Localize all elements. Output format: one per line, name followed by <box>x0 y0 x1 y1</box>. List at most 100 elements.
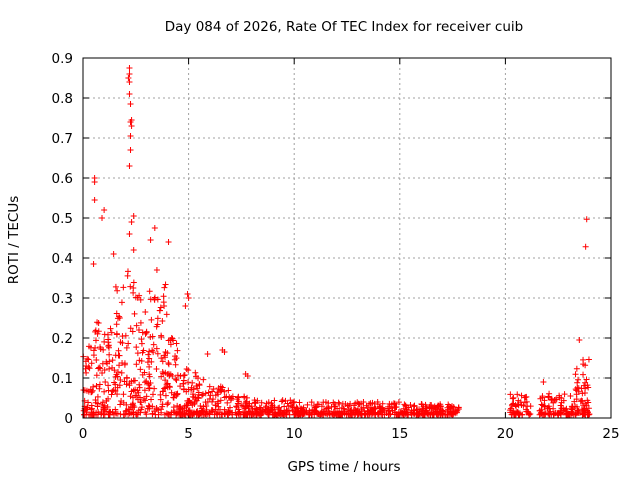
roti-point <box>400 405 407 412</box>
roti-point <box>163 311 170 318</box>
roti-point <box>586 411 593 418</box>
roti-point <box>127 119 134 125</box>
roti-point <box>153 267 160 273</box>
roti-point <box>395 399 402 406</box>
roti-point <box>173 355 180 362</box>
roti-point <box>173 340 180 347</box>
roti-point <box>126 65 133 71</box>
roti-point <box>573 391 580 398</box>
y-tick-label: 0.2 <box>52 331 73 347</box>
roti-point <box>158 332 165 339</box>
roti-point <box>85 356 92 363</box>
roti-point <box>158 373 165 380</box>
roti-point <box>133 344 140 351</box>
roti-point <box>151 385 158 392</box>
roti-point <box>200 376 207 383</box>
roti-point <box>160 388 167 395</box>
roti-point <box>541 403 548 410</box>
roti-point <box>115 347 122 354</box>
roti-point <box>127 147 134 153</box>
roti-point <box>315 401 322 408</box>
roti-point <box>99 215 106 221</box>
roti-point <box>112 387 119 394</box>
roti-point <box>253 406 260 413</box>
roti-point <box>95 328 102 335</box>
roti-point <box>112 406 119 413</box>
roti-point <box>94 319 101 326</box>
roti-point <box>306 411 313 418</box>
roti-point <box>137 296 144 303</box>
roti-point <box>154 350 161 357</box>
roti-point <box>125 340 132 347</box>
roti-point <box>105 339 112 346</box>
roti-point <box>585 384 592 391</box>
y-tick-label: 0.3 <box>52 291 73 307</box>
roti-point <box>97 365 104 372</box>
roti-point <box>199 391 206 398</box>
roti-point <box>123 401 130 408</box>
roti-point <box>88 405 95 412</box>
roti-point <box>100 346 107 353</box>
roti-point <box>174 347 181 354</box>
roti-point <box>279 397 286 404</box>
roti-point <box>290 399 297 406</box>
roti-point <box>159 403 166 410</box>
roti-point <box>282 397 289 404</box>
roti-point <box>548 396 555 403</box>
roti-point <box>207 392 214 399</box>
roti-point <box>132 294 139 301</box>
y-axis-title: ROTI / TECUs <box>6 196 22 284</box>
roti-point <box>113 371 120 378</box>
roti-point <box>166 383 173 390</box>
roti-point <box>258 399 265 406</box>
roti-point <box>573 403 580 410</box>
roti-point <box>117 376 124 383</box>
roti-point <box>215 391 222 398</box>
roti-point <box>296 399 303 406</box>
roti-point <box>154 321 161 328</box>
roti-point <box>120 284 127 291</box>
roti-point <box>105 382 112 389</box>
roti-point <box>557 409 564 416</box>
roti-point <box>583 216 590 223</box>
roti-point <box>233 404 240 411</box>
roti-point <box>578 397 585 404</box>
axis-ticks: 0 5 10 15 20 25 0 0.1 0.2 0.3 0.4 0.5 0.6 0.7 0.8 0.9 <box>52 51 620 442</box>
roti-point <box>336 400 343 407</box>
roti-point <box>159 369 166 376</box>
roti-point <box>234 396 241 403</box>
roti-point <box>512 402 519 409</box>
roti-point <box>442 411 449 418</box>
roti-point <box>392 404 399 411</box>
roti-point <box>105 395 112 402</box>
y-tick-label: 0.8 <box>52 91 73 107</box>
roti-point <box>293 404 300 411</box>
roti-point <box>170 394 177 401</box>
roti-point <box>147 237 154 243</box>
roti-point <box>291 398 298 405</box>
roti-point <box>551 397 558 404</box>
roti-point <box>133 411 140 418</box>
roti-point <box>221 410 228 417</box>
roti-point <box>153 366 160 373</box>
roti-point <box>142 308 149 315</box>
roti-point <box>580 382 587 389</box>
roti-point <box>291 411 298 418</box>
roti-point <box>174 390 181 397</box>
roti-point <box>126 71 133 77</box>
roti-point <box>545 410 552 417</box>
roti-point <box>126 380 133 387</box>
roti-point <box>92 399 99 406</box>
roti-point <box>510 394 517 401</box>
roti-point <box>202 399 209 406</box>
roti-point <box>101 331 108 338</box>
x-tick-label: 5 <box>184 426 193 442</box>
roti-point <box>98 401 105 408</box>
roti-point <box>136 357 143 364</box>
roti-point <box>447 404 454 411</box>
roti-point <box>101 367 108 374</box>
roti-point <box>147 379 154 386</box>
roti-point <box>96 364 103 371</box>
x-tick-label: 15 <box>391 426 408 442</box>
